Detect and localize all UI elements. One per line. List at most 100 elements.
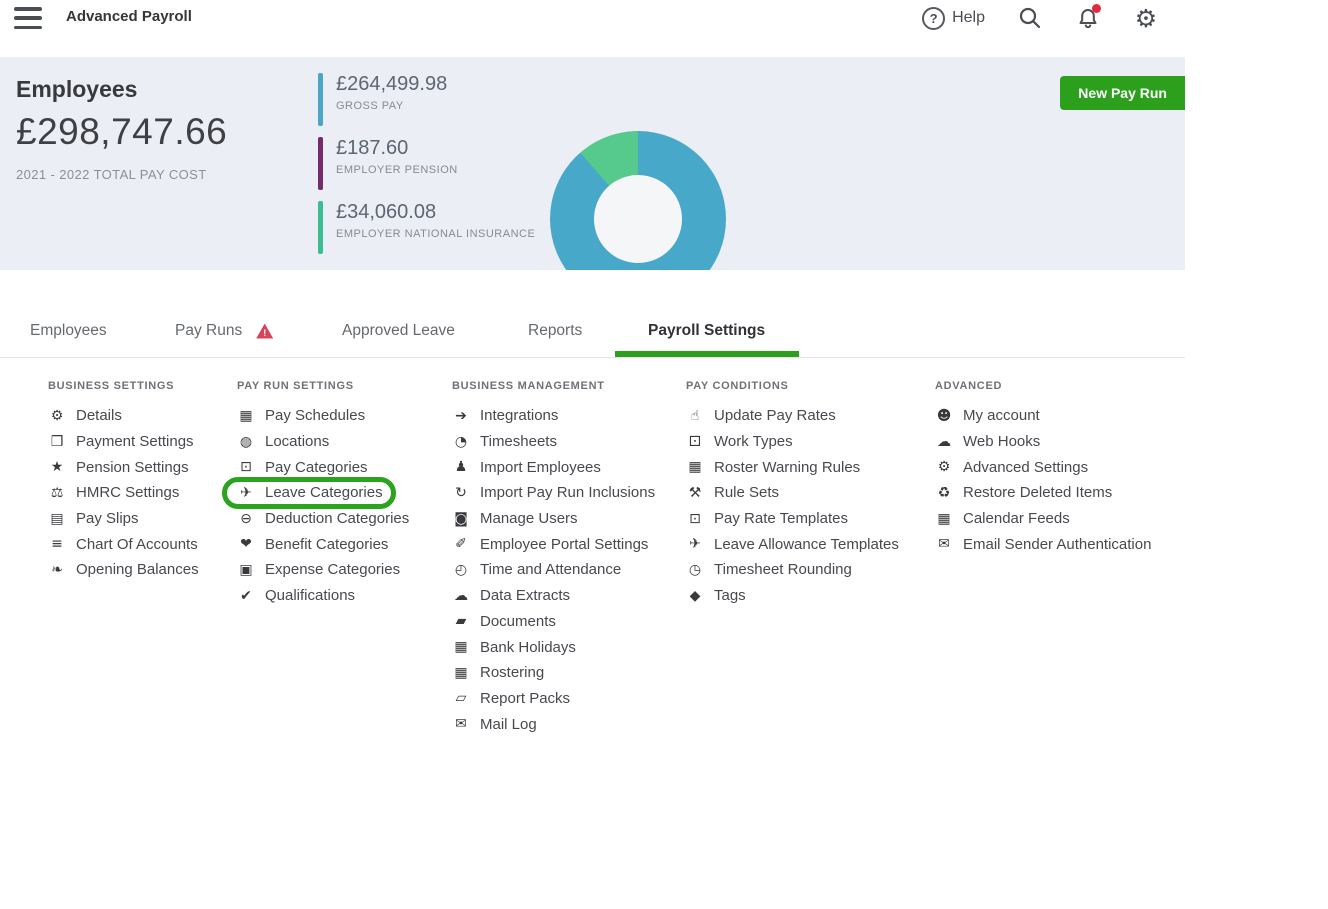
menu-item-label: Locations [265, 433, 330, 451]
menu-item-mail-log[interactable]: ✉ Mail Log [452, 711, 537, 737]
tab-payroll-settings[interactable]: Payroll Settings [615, 322, 800, 357]
menu-item-my-account[interactable]: ☻ My account [935, 403, 1040, 429]
menu-item-tags[interactable]: ◆ Tags [686, 583, 746, 609]
new-pay-run-button[interactable]: New Pay Run [1060, 76, 1185, 110]
menu-item-label: Tags [714, 587, 746, 605]
total-pay-cost-caption: 2021 - 2022 TOTAL PAY COST [16, 167, 207, 182]
menu-column-heading: ADVANCED [935, 380, 1003, 392]
menu-item-timesheet-rounding[interactable]: ◷ Timesheet Rounding [686, 557, 852, 583]
folder-icon: ▰ [455, 613, 467, 630]
search-icon[interactable] [1017, 5, 1043, 31]
menu-item-integrations[interactable]: ➔ Integrations [452, 403, 558, 429]
payroll-settings-menu: BUSINESS SETTINGS ⚙ Details ❒ Payment Setti… [0, 359, 1185, 759]
menu-item-advanced-settings[interactable]: ⚙ Advanced Settings [935, 454, 1088, 480]
menu-item-label: Update Pay Rates [714, 407, 836, 425]
calendar-icon: ▦ [239, 407, 253, 424]
menu-item-work-types[interactable]: ⚀ Work Types [686, 429, 793, 455]
top-bar: Advanced Payroll ? Help [0, 0, 1185, 57]
menu-item-leave-allowance-templates[interactable]: ✈ Leave Allowance Templates [686, 531, 899, 557]
tab-approved-leave[interactable]: Approved Leave [342, 322, 455, 340]
menu-item-restore-deleted-items[interactable]: ♻ Restore Deleted Items [935, 480, 1113, 506]
menu-item-web-hooks[interactable]: ☁ Web Hooks [935, 429, 1040, 455]
cloud-icon: ☁ [937, 433, 951, 450]
plane-icon: ✈ [240, 484, 252, 501]
tab-label: Payroll Settings [648, 322, 766, 339]
cloud-icon: ☁ [454, 587, 468, 604]
menu-item-label: Details [76, 407, 122, 425]
warning-triangle-icon: ! [256, 323, 274, 339]
menu-item-chart-of-accounts[interactable]: ≡ Chart Of Accounts [48, 531, 198, 557]
tab-reports[interactable]: Reports [528, 322, 582, 340]
notifications-bell-icon[interactable] [1075, 4, 1101, 31]
calendar-icon: ▦ [454, 639, 468, 656]
menu-item-expense-categories[interactable]: ▣ Expense Categories [237, 557, 400, 583]
menu-item-rostering[interactable]: ▦ Rostering [452, 660, 544, 686]
plane-icon: ✈ [689, 536, 701, 553]
menu-item-label: Deduction Categories [265, 510, 410, 528]
check-icon: ✔ [240, 587, 252, 604]
tag-icon: ◆ [689, 587, 701, 604]
menu-item-pay-categories[interactable]: ⊡ Pay Categories [237, 454, 368, 480]
menu-item-rule-sets[interactable]: ⚒ Rule Sets [686, 480, 779, 506]
payslip-icon: ▤ [50, 510, 64, 527]
menu-item-pay-rate-templates[interactable]: ⊡ Pay Rate Templates [686, 506, 848, 532]
menu-item-opening-balances[interactable]: ❧ Opening Balances [48, 557, 199, 583]
menu-item-pay-slips[interactable]: ▤ Pay Slips [48, 506, 138, 532]
menu-item-label: Chart Of Accounts [76, 535, 198, 553]
globe-icon: ◍ [239, 433, 253, 450]
menu-item-deduction-categories[interactable]: ⊖ Deduction Categories [237, 506, 409, 532]
menu-item-label: Pay Categories [265, 458, 368, 476]
menu-item-label: Leave Categories [265, 484, 383, 502]
menu-item-benefit-categories[interactable]: ❤ Benefit Categories [237, 531, 388, 557]
stat-color-bar [318, 73, 323, 126]
lock-icon: ◙ [454, 510, 468, 527]
menu-item-manage-users[interactable]: ◙ Manage Users [452, 506, 577, 532]
stat-color-bar [318, 201, 323, 254]
tab-pay-runs[interactable]: Pay Runs! [175, 322, 274, 340]
menu-item-payment-settings[interactable]: ❒ Payment Settings [48, 429, 194, 455]
menu-item-calendar-feeds[interactable]: ▦ Calendar Feeds [935, 506, 1069, 532]
menu-item-employee-portal-settings[interactable]: ✐ Employee Portal Settings [452, 531, 648, 557]
app-title: Advanced Payroll [66, 8, 192, 25]
menu-item-roster-warning-rules[interactable]: ▦ Roster Warning Rules [686, 454, 860, 480]
menu-item-documents[interactable]: ▰ Documents [452, 609, 556, 635]
menu-item-import-employees[interactable]: ♟ Import Employees [452, 454, 601, 480]
mail-icon: ✉ [938, 536, 950, 553]
menu-item-hmrc-settings[interactable]: ⚖ HMRC Settings [48, 480, 180, 506]
menu-item-label: Integrations [480, 407, 559, 425]
settings-gear-icon[interactable]: ⚙ [1134, 3, 1158, 33]
payment-icon: ❒ [50, 433, 64, 450]
menu-item-label: Pay Schedules [265, 407, 366, 425]
help-button[interactable]: ? Help [922, 6, 985, 30]
gavel-icon: ⚒ [688, 484, 702, 501]
menu-item-bank-holidays[interactable]: ▦ Bank Holidays [452, 634, 576, 660]
menu-item-pension-settings[interactable]: ★ Pension Settings [48, 454, 189, 480]
person-icon: ☻ [936, 407, 952, 424]
menu-item-timesheets[interactable]: ◔ Timesheets [452, 429, 557, 455]
menu-item-leave-categories[interactable]: ✈ Leave Categories [222, 477, 396, 509]
menu-item-label: Employee Portal Settings [480, 535, 649, 553]
menu-item-label: Opening Balances [76, 561, 199, 579]
menu-item-import-pay-run-inclusions[interactable]: ↻ Import Pay Run Inclusions [452, 480, 655, 506]
menu-item-update-pay-rates[interactable]: ☝ Update Pay Rates [686, 403, 836, 429]
menu-column-heading: PAY RUN SETTINGS [237, 380, 354, 392]
menu-item-time-and-attendance[interactable]: ◴ Time and Attendance [452, 557, 621, 583]
menu-item-pay-schedules[interactable]: ▦ Pay Schedules [237, 403, 365, 429]
menu-item-email-sender-authentication[interactable]: ✉ Email Sender Authentication [935, 531, 1151, 557]
menu-item-data-extracts[interactable]: ☁ Data Extracts [452, 583, 570, 609]
menu-item-label: Documents [480, 612, 556, 630]
menu-item-report-packs[interactable]: ▱ Report Packs [452, 686, 570, 712]
menu-item-label: Leave Allowance Templates [714, 535, 899, 553]
menu-item-qualifications[interactable]: ✔ Qualifications [237, 583, 355, 609]
banknote-icon: ⊡ [689, 510, 701, 527]
pay-stat: £34,060.08 EMPLOYER NATIONAL INSURANCE [318, 201, 535, 254]
tab-employees[interactable]: Employees [30, 322, 107, 340]
list-icon: ≡ [51, 536, 63, 553]
menu-column-heading: BUSINESS MANAGEMENT [452, 380, 605, 392]
menu-item-label: Roster Warning Rules [714, 458, 861, 476]
hamburger-menu-icon[interactable] [14, 7, 42, 29]
menu-item-locations[interactable]: ◍ Locations [237, 429, 329, 455]
heart-icon: ❤ [240, 536, 252, 553]
calendar-warning-icon: ▦ [688, 459, 702, 476]
menu-item-details[interactable]: ⚙ Details [48, 403, 122, 429]
